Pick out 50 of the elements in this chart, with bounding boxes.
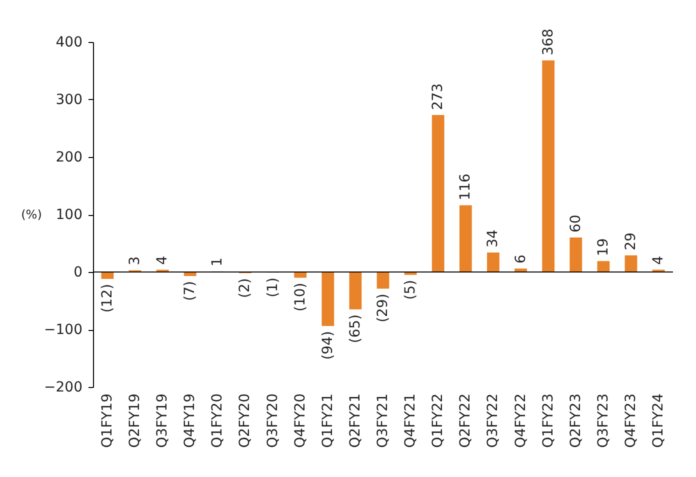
y-tick-label: 100 xyxy=(56,207,82,223)
x-tick-label: Q3FY22 xyxy=(485,394,502,448)
data-label: 60 xyxy=(568,214,584,232)
x-tick-label: Q3FY20 xyxy=(264,394,281,448)
y-tick-label: −200 xyxy=(44,380,82,396)
data-label: 6 xyxy=(512,254,529,264)
y-tick-label: 0 xyxy=(74,264,82,280)
data-label: (10) xyxy=(292,282,308,312)
x-tick-label: Q3FY21 xyxy=(375,394,391,448)
data-label: 1 xyxy=(210,258,226,266)
x-tick-label: Q4FY20 xyxy=(292,394,308,448)
data-label: (29) xyxy=(375,294,391,322)
x-tick-label: Q2FY21 xyxy=(347,394,364,448)
x-tick-label: Q2FY23 xyxy=(568,394,584,448)
data-label: (94) xyxy=(320,331,336,360)
x-tick-label: Q3FY19 xyxy=(154,394,171,448)
y-axis-title: (%) xyxy=(21,208,42,222)
data-label: 116 xyxy=(458,173,474,200)
x-tick-label: Q1FY22 xyxy=(430,394,446,448)
data-label: (12) xyxy=(99,284,116,313)
y-tick-label: 200 xyxy=(56,150,82,166)
data-label: 3 xyxy=(127,256,144,266)
y-tick-label: 400 xyxy=(56,34,82,50)
data-label: (5) xyxy=(402,280,419,300)
data-label: (1) xyxy=(264,278,281,298)
data-label: 4 xyxy=(650,256,667,265)
x-tick-label: Q1FY19 xyxy=(99,394,116,448)
x-tick-label: Q4FY19 xyxy=(182,394,198,448)
data-label: 29 xyxy=(622,232,639,250)
data-label: 273 xyxy=(430,83,446,110)
x-tick-label: Q2FY20 xyxy=(237,394,254,448)
y-tick-label: 300 xyxy=(56,92,82,108)
x-tick-label: Q1FY23 xyxy=(540,394,556,448)
data-label: (65) xyxy=(347,314,364,344)
x-tick-label: Q2FY19 xyxy=(127,394,144,448)
data-label: (7) xyxy=(182,281,198,301)
y-tick-label: −100 xyxy=(44,322,82,338)
x-tick-label: Q1FY21 xyxy=(320,394,336,448)
data-label: (2) xyxy=(237,278,254,298)
x-tick-label: Q4FY22 xyxy=(512,394,529,448)
x-tick-label: Q2FY22 xyxy=(458,394,474,448)
x-tick-label: Q4FY21 xyxy=(402,394,419,448)
data-label: 19 xyxy=(595,238,612,256)
x-tick-label: Q3FY23 xyxy=(595,394,612,448)
x-tick-label: Q4FY23 xyxy=(622,394,639,448)
data-label: 368 xyxy=(540,28,556,56)
x-tick-label: Q1FY24 xyxy=(650,393,667,448)
x-tick-label: Q1FY20 xyxy=(210,394,226,448)
data-label: 34 xyxy=(485,230,502,248)
data-label: 4 xyxy=(154,256,171,265)
